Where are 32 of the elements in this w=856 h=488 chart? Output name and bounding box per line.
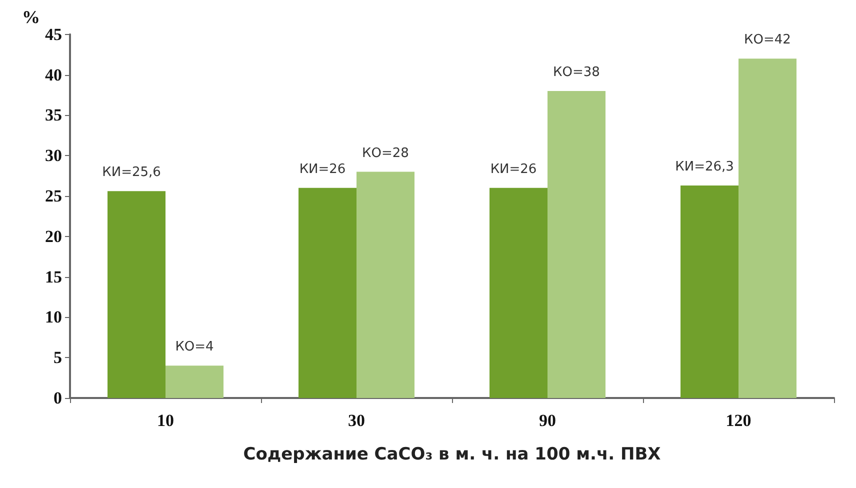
bar bbox=[108, 191, 166, 398]
bar bbox=[548, 90, 606, 398]
data-label: КО=38 bbox=[553, 64, 600, 80]
y-tick-label: 45 bbox=[45, 24, 62, 44]
y-tick-label: 20 bbox=[45, 226, 62, 246]
bar bbox=[738, 58, 796, 398]
data-label: КО=4 bbox=[175, 340, 214, 355]
x-tick-label: 10 bbox=[157, 411, 174, 430]
data-label: КИ=25,6 bbox=[102, 165, 161, 180]
data-label: КО=42 bbox=[744, 32, 791, 48]
bar bbox=[680, 185, 738, 398]
y-tick-label: 30 bbox=[45, 146, 62, 166]
y-tick-label: 0 bbox=[54, 388, 62, 408]
y-tick-label: 25 bbox=[45, 186, 62, 206]
data-label: КО=28 bbox=[362, 146, 409, 161]
y-tick-label: 15 bbox=[45, 267, 62, 286]
bar bbox=[356, 172, 414, 398]
y-tick-label: 10 bbox=[45, 308, 62, 327]
x-tick-label: 90 bbox=[539, 411, 556, 430]
y-tick-label: 40 bbox=[45, 65, 62, 84]
data-label: КИ=26,3 bbox=[675, 159, 734, 174]
x-tick-label: 120 bbox=[726, 411, 752, 430]
bar bbox=[490, 188, 548, 398]
y-tick-label: 5 bbox=[54, 348, 62, 368]
y-tick-label: 35 bbox=[45, 106, 62, 125]
x-tick-label: 30 bbox=[348, 411, 365, 430]
bar bbox=[298, 188, 356, 398]
y-axis-title: % bbox=[22, 7, 40, 27]
bar bbox=[166, 366, 224, 398]
x-axis-title: Содержание CaCO₃ в м. ч. на 100 м.ч. ПВХ bbox=[243, 444, 661, 464]
data-label: КИ=26 bbox=[490, 162, 537, 177]
data-label: КИ=26 bbox=[299, 162, 346, 177]
